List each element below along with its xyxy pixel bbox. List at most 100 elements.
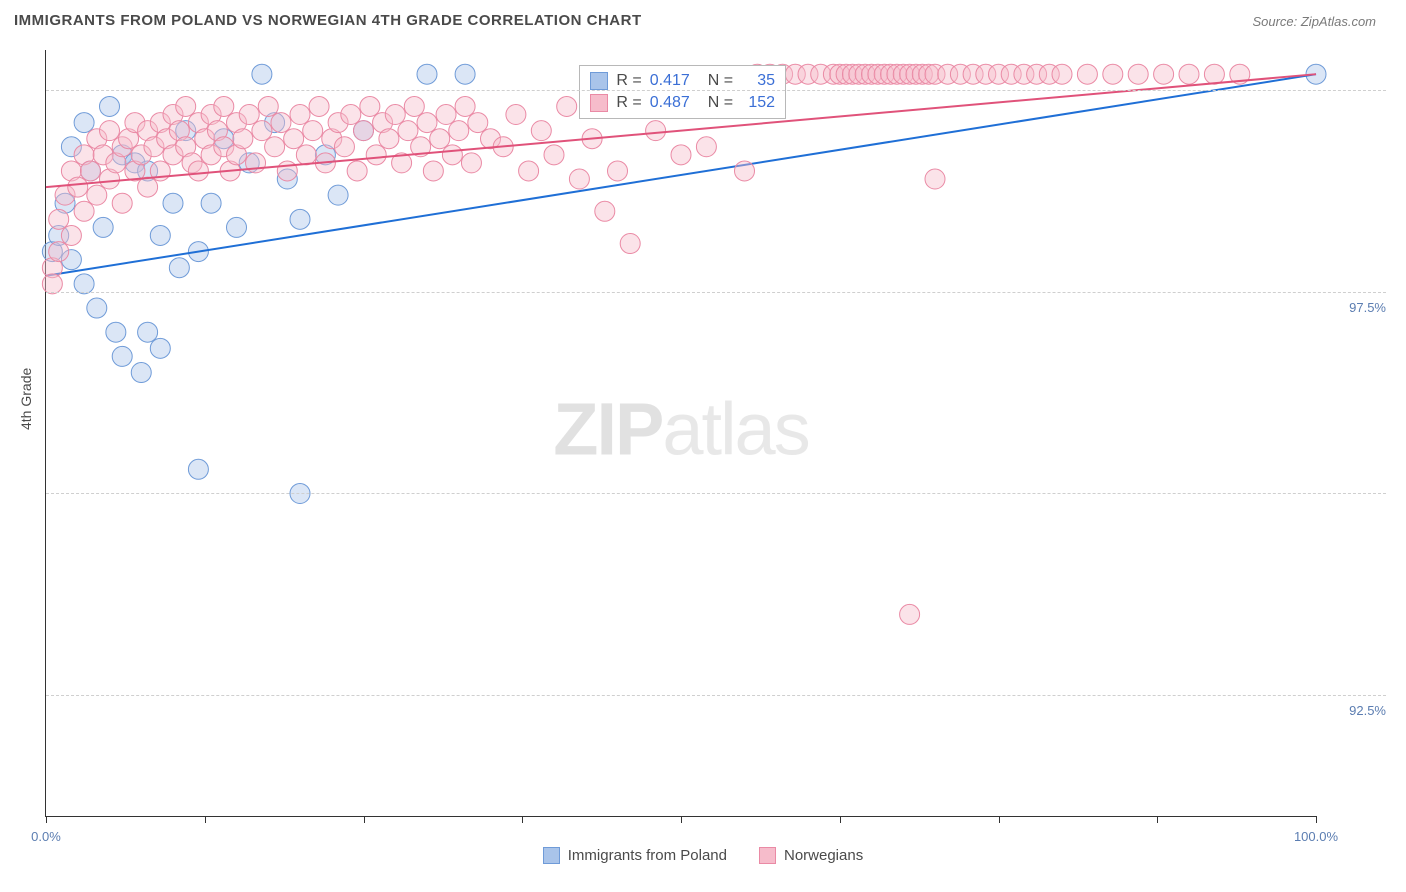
- data-point: [74, 274, 94, 294]
- data-point: [150, 225, 170, 245]
- data-point: [354, 121, 374, 141]
- data-point: [68, 177, 88, 197]
- gridline: [46, 493, 1386, 494]
- data-point: [608, 161, 628, 181]
- legend-item: Norwegians: [759, 847, 863, 864]
- data-point: [131, 363, 151, 383]
- data-point: [271, 113, 291, 133]
- data-point: [100, 121, 120, 141]
- data-point: [347, 161, 367, 181]
- data-point: [309, 96, 329, 116]
- data-point: [74, 201, 94, 221]
- x-tick: [46, 816, 47, 823]
- data-point: [61, 225, 81, 245]
- y-tick-label: 97.5%: [1326, 300, 1386, 315]
- stat-label: N =: [708, 72, 733, 90]
- data-point: [87, 298, 107, 318]
- data-point: [531, 121, 551, 141]
- data-point: [544, 145, 564, 165]
- data-point: [277, 161, 297, 181]
- data-point: [696, 137, 716, 157]
- data-point: [436, 105, 456, 125]
- data-point: [925, 169, 945, 189]
- x-tick: [1316, 816, 1317, 823]
- data-point: [328, 185, 348, 205]
- x-tick: [522, 816, 523, 823]
- data-point: [290, 105, 310, 125]
- data-point: [93, 217, 113, 237]
- x-tick: [681, 816, 682, 823]
- data-point: [735, 161, 755, 181]
- data-point: [49, 242, 69, 262]
- data-point: [169, 258, 189, 278]
- data-point: [112, 193, 132, 213]
- stats-row: R =0.487N =152: [590, 92, 775, 114]
- data-point: [455, 96, 475, 116]
- bottom-legend: Immigrants from Poland Norwegians: [0, 847, 1406, 864]
- data-point: [423, 161, 443, 181]
- legend-swatch: [759, 847, 776, 864]
- data-point: [233, 129, 253, 149]
- data-point: [1103, 64, 1123, 84]
- y-axis-label: 4th Grade: [18, 368, 34, 430]
- data-point: [303, 121, 323, 141]
- data-point: [506, 105, 526, 125]
- data-point: [227, 217, 247, 237]
- stat-label: R =: [616, 72, 641, 90]
- data-point: [620, 234, 640, 254]
- legend-item: Immigrants from Poland: [543, 847, 727, 864]
- data-point: [80, 161, 100, 181]
- chart-header: IMMIGRANTS FROM POLAND VS NORWEGIAN 4TH …: [0, 0, 1406, 40]
- y-tick-label: 92.5%: [1326, 703, 1386, 718]
- scatter-svg: [46, 50, 1316, 816]
- data-point: [284, 129, 304, 149]
- data-point: [404, 96, 424, 116]
- legend-label: Norwegians: [784, 847, 863, 864]
- legend-swatch: [543, 847, 560, 864]
- data-point: [239, 105, 259, 125]
- chart-plot-area: ZIPatlas R =0.417N =35R =0.487N =152 92.…: [45, 50, 1316, 817]
- data-point: [417, 113, 437, 133]
- data-point: [290, 209, 310, 229]
- data-point: [42, 274, 62, 294]
- data-point: [112, 346, 132, 366]
- data-point: [569, 169, 589, 189]
- data-point: [214, 96, 234, 116]
- data-point: [671, 145, 691, 165]
- data-point: [138, 177, 158, 197]
- legend-label: Immigrants from Poland: [568, 847, 727, 864]
- data-point: [449, 121, 469, 141]
- data-point: [900, 604, 920, 624]
- data-point: [360, 96, 380, 116]
- data-point: [341, 105, 361, 125]
- x-tick: [364, 816, 365, 823]
- data-point: [1128, 64, 1148, 84]
- legend-swatch: [590, 72, 608, 90]
- data-point: [74, 113, 94, 133]
- x-tick: [840, 816, 841, 823]
- data-point: [442, 145, 462, 165]
- stat-r-value: 0.417: [650, 72, 700, 90]
- x-tick-label: 100.0%: [1294, 829, 1338, 844]
- stat-n-value: 35: [741, 72, 775, 90]
- x-tick-label: 0.0%: [31, 829, 61, 844]
- data-point: [646, 121, 666, 141]
- data-point: [252, 121, 272, 141]
- data-point: [201, 193, 221, 213]
- data-point: [258, 96, 278, 116]
- x-tick: [999, 816, 1000, 823]
- data-point: [461, 153, 481, 173]
- chart-title: IMMIGRANTS FROM POLAND VS NORWEGIAN 4TH …: [14, 12, 642, 29]
- data-point: [1204, 64, 1224, 84]
- data-point: [468, 113, 488, 133]
- data-point: [379, 129, 399, 149]
- data-point: [252, 64, 272, 84]
- data-point: [150, 338, 170, 358]
- data-point: [417, 64, 437, 84]
- data-point: [265, 137, 285, 157]
- data-point: [366, 145, 386, 165]
- gridline: [46, 695, 1386, 696]
- data-point: [188, 459, 208, 479]
- data-point: [334, 137, 354, 157]
- data-point: [557, 96, 577, 116]
